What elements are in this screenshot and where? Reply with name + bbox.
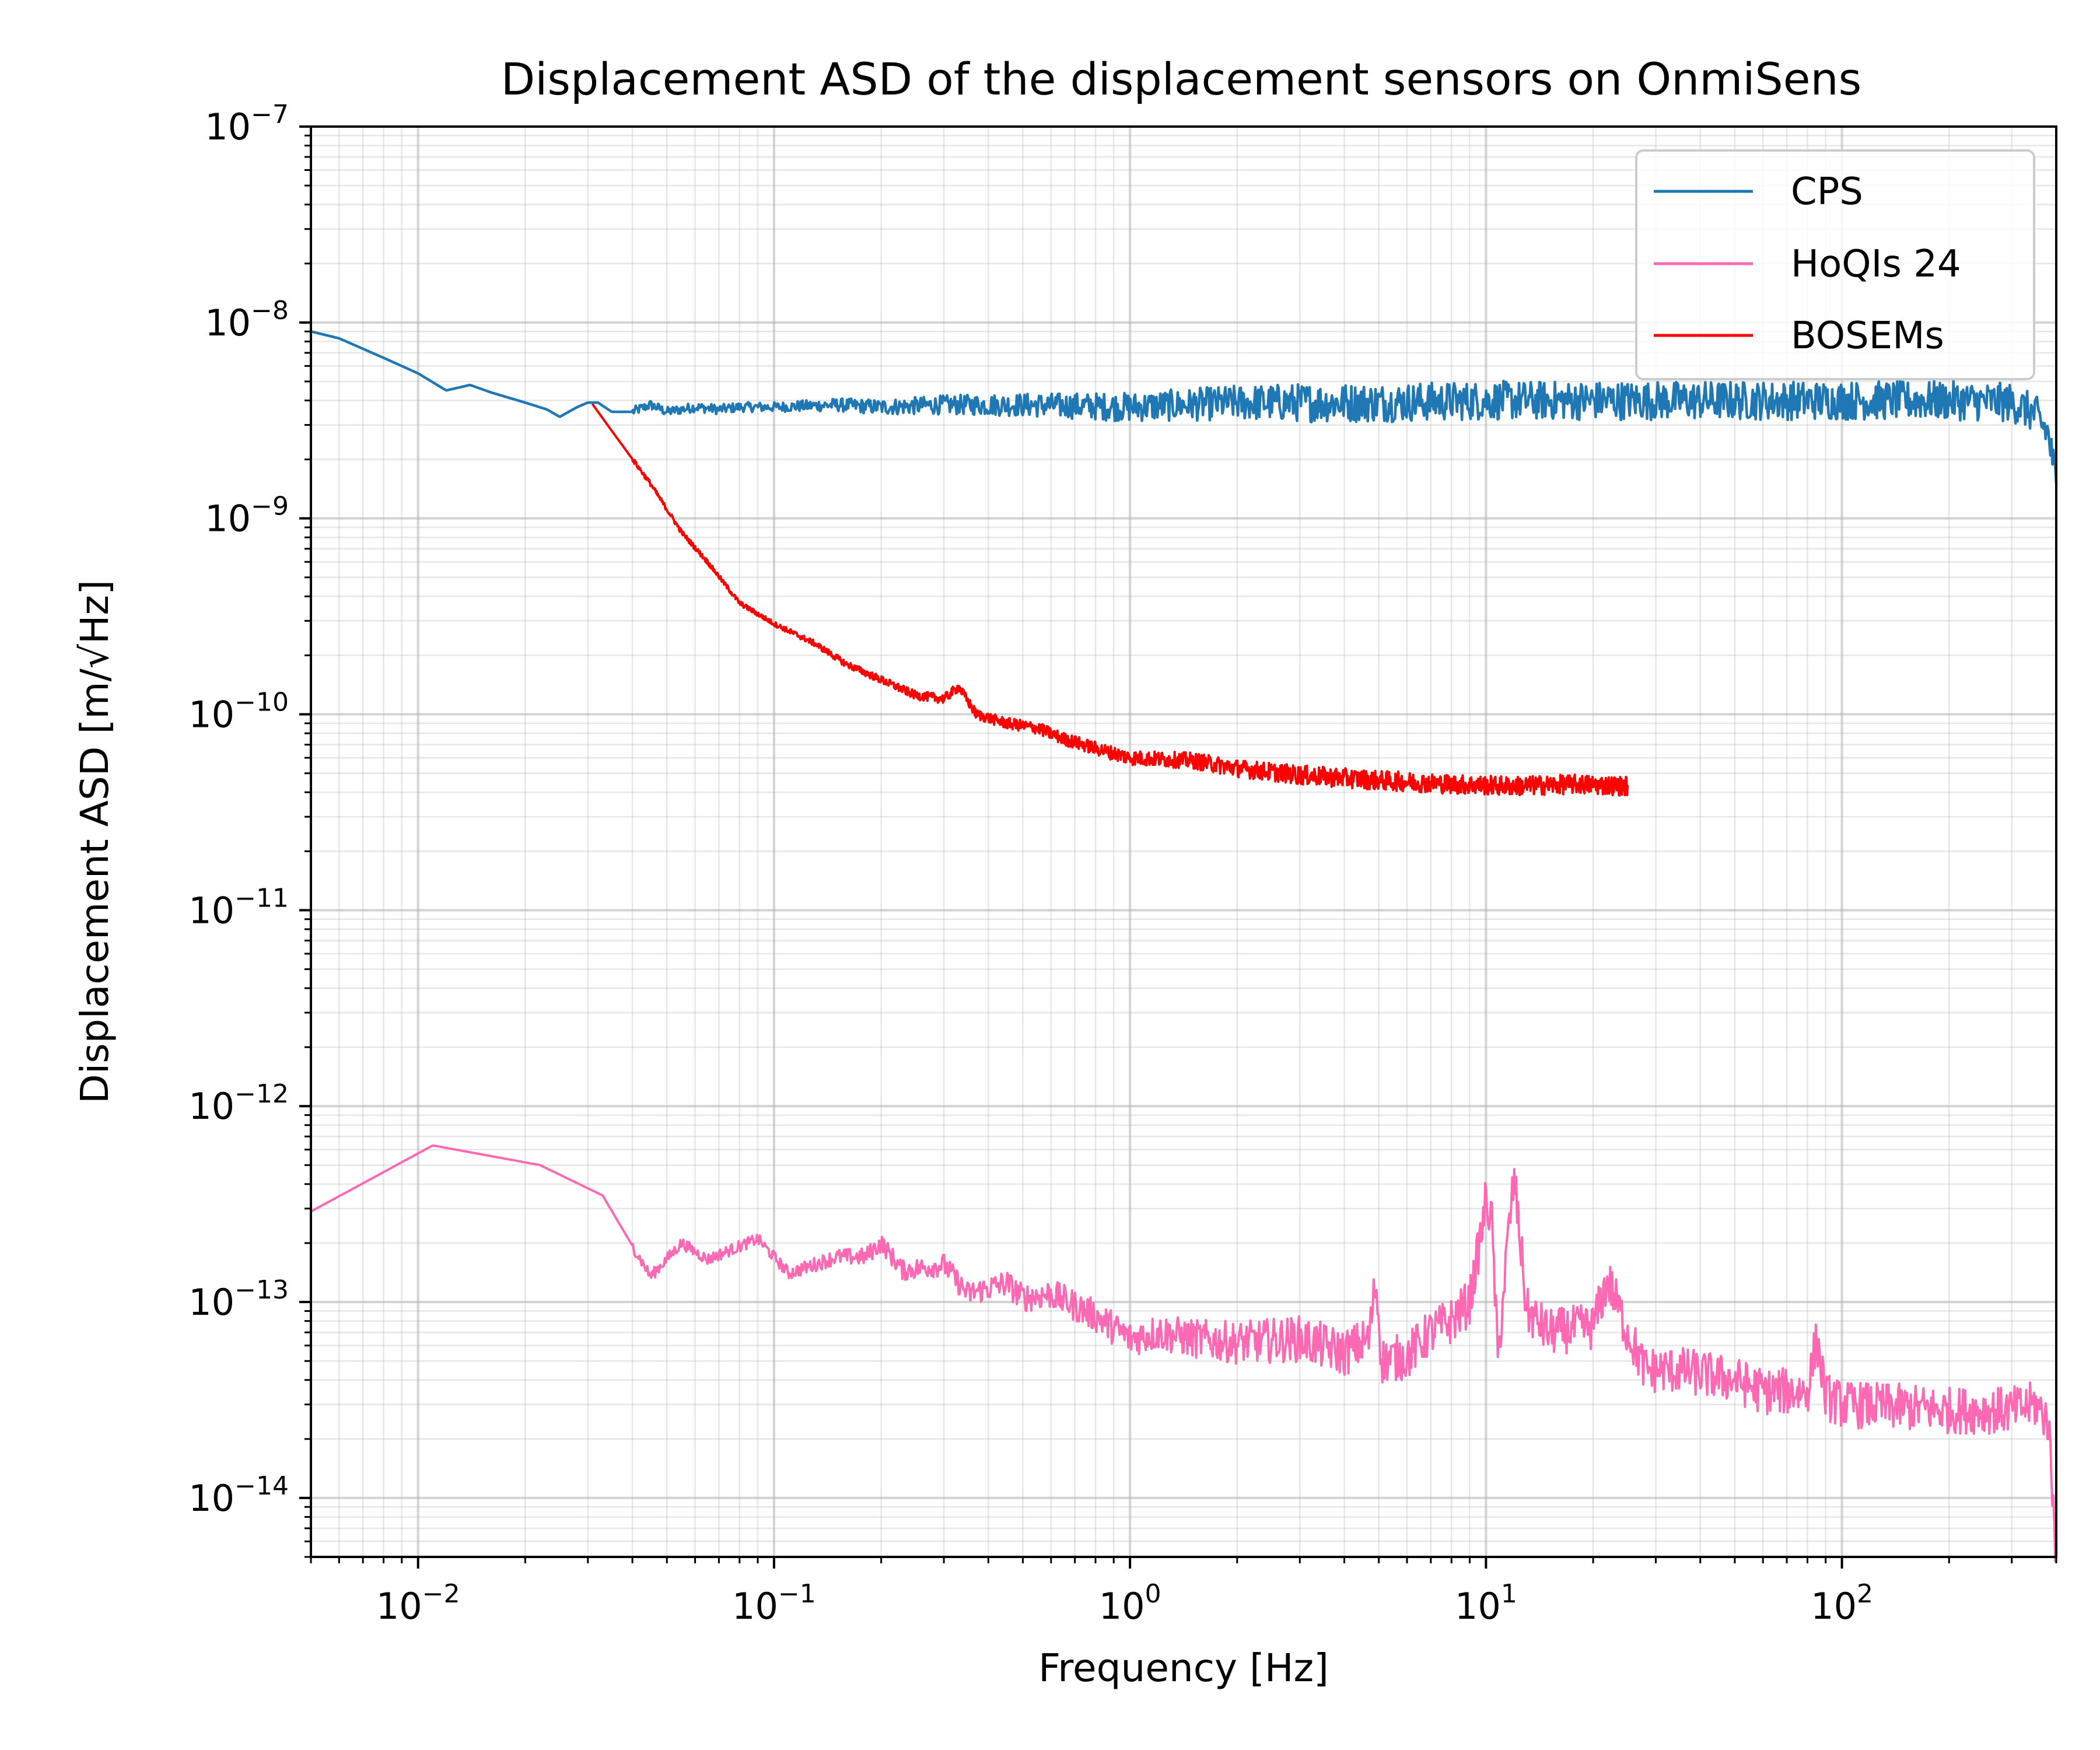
x-tick-label: 102: [1811, 1579, 1873, 1628]
x-tick-label-base: 10: [1811, 1585, 1857, 1628]
series-cps: [309, 330, 2058, 485]
y-tick-label-exponent: −11: [235, 883, 289, 913]
y-tick-label-exponent: −7: [251, 100, 289, 130]
x-tick-label-exponent: −1: [778, 1579, 816, 1609]
y-tick-label: 10−14: [188, 1471, 289, 1520]
x-tick-label: 100: [1099, 1579, 1161, 1628]
x-axis-label: Frequency [Hz]: [1038, 1646, 1329, 1690]
y-tick-label: 10−7: [205, 100, 289, 148]
grid: [310, 125, 2057, 1558]
y-tick-label: 10−8: [205, 296, 289, 344]
series-bosems: [592, 404, 1629, 797]
plot-series: [309, 330, 2058, 1563]
y-tick-label-base: 10: [205, 106, 251, 148]
x-tick-label-base: 10: [376, 1585, 422, 1628]
x-tick-label-exponent: 1: [1501, 1579, 1517, 1609]
y-tick-label-base: 10: [205, 498, 251, 540]
y-tick-label-base: 10: [188, 1085, 235, 1128]
legend: CPS HoQIs 24 BOSEMs: [1635, 149, 2035, 380]
y-tick-label-base: 10: [188, 1477, 235, 1520]
y-tick-label-base: 10: [188, 889, 235, 932]
y-tick-label: 10−10: [188, 688, 289, 736]
series-hoqis-24: [310, 1144, 2057, 1563]
x-tick-label: 10−2: [376, 1579, 460, 1628]
legend-frame: [1635, 149, 2035, 380]
legend-label-hoqis: HoQIs 24: [1791, 243, 1961, 286]
x-tick-label-base: 10: [732, 1585, 778, 1628]
y-tick-label-base: 10: [205, 302, 251, 344]
x-tick-label: 101: [1455, 1579, 1517, 1628]
y-tick-label: 10−13: [188, 1275, 289, 1324]
y-tick-label-base: 10: [188, 694, 235, 736]
axes-frame: [310, 125, 2057, 1558]
y-tick-label-base: 10: [188, 1281, 235, 1324]
y-tick-label-exponent: −10: [235, 688, 289, 718]
y-axis-label: Displacement ASD [m/√Hz]: [72, 580, 117, 1104]
x-tick-label-exponent: 0: [1145, 1579, 1161, 1609]
x-tick-label: 10−1: [732, 1579, 816, 1628]
y-tick-label-exponent: −14: [235, 1471, 289, 1501]
y-tick-label-exponent: −12: [235, 1079, 289, 1109]
y-tick-label: 10−9: [205, 492, 289, 540]
legend-label-bosems: BOSEMs: [1791, 314, 1944, 358]
x-tick-label-exponent: −2: [422, 1579, 460, 1609]
x-tick-label-exponent: 2: [1857, 1579, 1873, 1609]
axis-ticks: 10−2 10−1 100 101 10210−710−810−910−1010−111…: [188, 100, 2057, 1628]
y-tick-label-exponent: −8: [251, 296, 289, 326]
x-tick-label-base: 10: [1099, 1585, 1145, 1628]
y-tick-label: 10−11: [188, 883, 289, 932]
y-tick-label-exponent: −13: [235, 1275, 289, 1305]
legend-label-cps: CPS: [1791, 170, 1863, 214]
y-tick-label: 10−12: [188, 1079, 289, 1128]
x-tick-label-base: 10: [1455, 1585, 1501, 1628]
y-tick-label-exponent: −9: [251, 492, 289, 522]
chart-title: Displacement ASD of the displacement sen…: [501, 53, 1862, 105]
